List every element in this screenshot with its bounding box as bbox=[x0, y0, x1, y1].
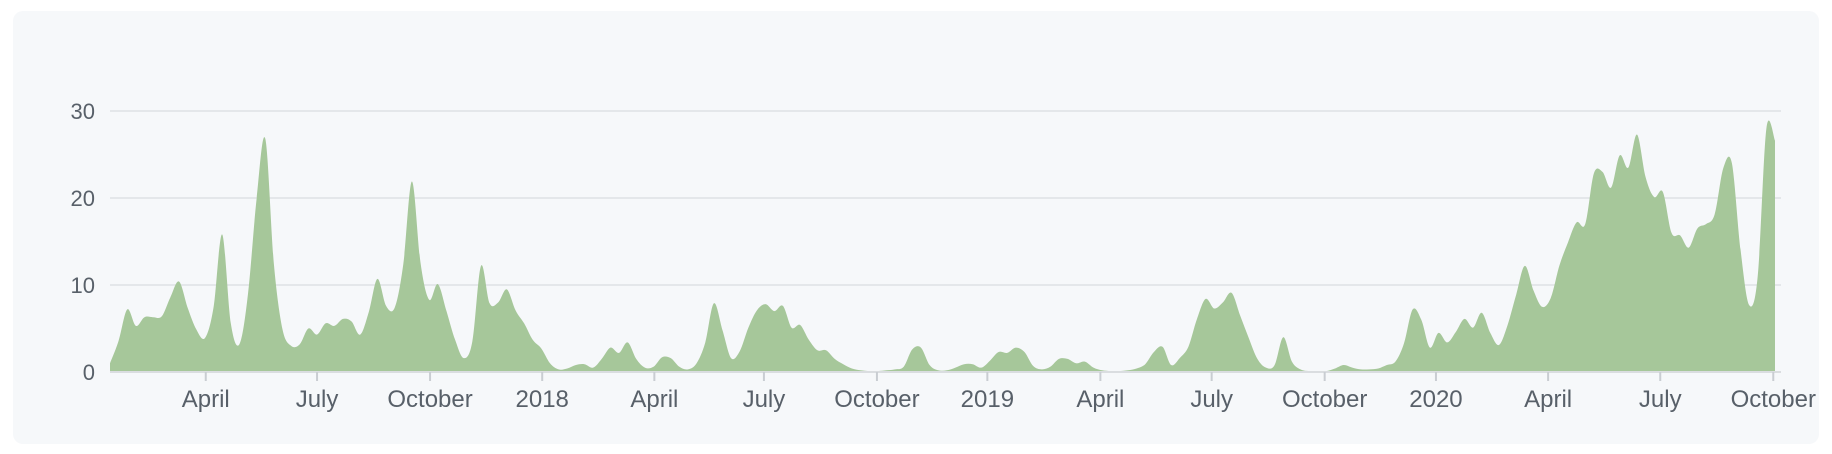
x-axis-label: October bbox=[1282, 386, 1367, 413]
x-axis-label: July bbox=[296, 386, 339, 413]
x-axis-label: April bbox=[1524, 386, 1572, 413]
y-axis-label: 30 bbox=[71, 99, 95, 124]
label-layer: 0 10 20 30 April July October 2018 April July Octo… bbox=[71, 99, 1816, 413]
x-axis-label: April bbox=[182, 386, 230, 413]
y-axis-label: 10 bbox=[71, 273, 95, 298]
grid-layer bbox=[110, 110, 1781, 286]
x-axis-label: 2019 bbox=[961, 386, 1014, 413]
x-axis-label: October bbox=[1731, 386, 1816, 413]
axis-layer bbox=[110, 371, 1781, 381]
x-axis-label: April bbox=[1076, 386, 1124, 413]
x-axis-label: October bbox=[387, 386, 472, 413]
activity-area bbox=[110, 120, 1775, 372]
x-axis-label: 2018 bbox=[516, 386, 569, 413]
area-layer bbox=[110, 120, 1775, 372]
x-axis-label: July bbox=[1639, 386, 1682, 413]
x-axis-label: 2020 bbox=[1409, 386, 1462, 413]
y-axis-label: 20 bbox=[71, 186, 95, 211]
x-axis-label: April bbox=[630, 386, 678, 413]
x-axis-label: July bbox=[743, 386, 786, 413]
y-axis-label: 0 bbox=[83, 360, 95, 385]
chart-panel: 0 10 20 30 April July October 2018 April July Octo… bbox=[13, 11, 1819, 444]
x-axis-label: July bbox=[1190, 386, 1233, 413]
x-axis-label: October bbox=[834, 386, 919, 413]
